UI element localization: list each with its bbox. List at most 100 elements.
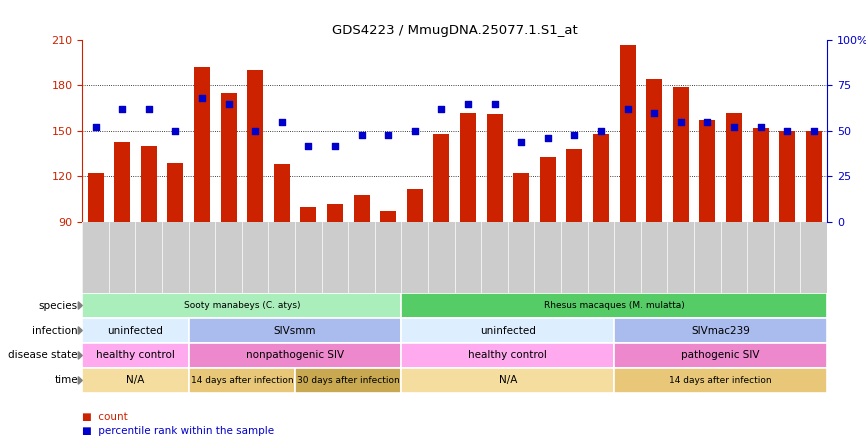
Point: [354, 131, 368, 138]
Text: 30 days after infection: 30 days after infection: [297, 376, 399, 385]
Text: ■  count: ■ count: [82, 412, 128, 422]
Text: 14 days after infection: 14 days after infection: [669, 376, 772, 385]
Bar: [694, 222, 721, 293]
Bar: [455, 222, 481, 293]
FancyBboxPatch shape: [614, 318, 827, 343]
Polygon shape: [78, 302, 82, 309]
Point: [647, 109, 661, 116]
FancyBboxPatch shape: [82, 368, 189, 393]
FancyBboxPatch shape: [295, 368, 402, 393]
Bar: [460, 113, 476, 222]
Text: N/A: N/A: [126, 376, 145, 385]
Bar: [534, 222, 561, 293]
Point: [168, 127, 182, 135]
Bar: [167, 163, 184, 222]
Text: healthy control: healthy control: [469, 350, 547, 361]
Bar: [753, 128, 768, 222]
Point: [88, 124, 102, 131]
Point: [461, 100, 475, 107]
Bar: [433, 134, 449, 222]
Text: uninfected: uninfected: [107, 325, 164, 336]
Point: [621, 106, 635, 113]
Text: nonpathogenic SIV: nonpathogenic SIV: [246, 350, 344, 361]
Bar: [673, 87, 688, 222]
Text: ■  percentile rank within the sample: ■ percentile rank within the sample: [82, 426, 275, 436]
Point: [567, 131, 581, 138]
Bar: [726, 113, 742, 222]
Text: healthy control: healthy control: [96, 350, 175, 361]
Bar: [189, 222, 216, 293]
Bar: [481, 222, 507, 293]
Bar: [805, 131, 822, 222]
Point: [435, 106, 449, 113]
Bar: [668, 222, 694, 293]
Bar: [194, 67, 210, 222]
Bar: [321, 222, 348, 293]
Bar: [141, 146, 157, 222]
FancyBboxPatch shape: [614, 343, 827, 368]
Bar: [540, 157, 556, 222]
Bar: [353, 195, 370, 222]
Bar: [646, 79, 662, 222]
Polygon shape: [78, 352, 82, 359]
Point: [488, 100, 501, 107]
Bar: [348, 222, 375, 293]
Bar: [268, 222, 295, 293]
FancyBboxPatch shape: [82, 293, 402, 318]
FancyBboxPatch shape: [82, 318, 189, 343]
Text: Sooty manabeys (C. atys): Sooty manabeys (C. atys): [184, 301, 301, 310]
Text: infection: infection: [32, 325, 78, 336]
Bar: [135, 222, 162, 293]
Bar: [295, 222, 321, 293]
Point: [275, 119, 288, 126]
Point: [249, 127, 262, 135]
Bar: [774, 222, 800, 293]
Text: SIVmac239: SIVmac239: [691, 325, 750, 336]
Bar: [487, 114, 502, 222]
Text: SIVsmm: SIVsmm: [274, 325, 316, 336]
Point: [381, 131, 395, 138]
Bar: [593, 134, 609, 222]
Bar: [721, 222, 747, 293]
Bar: [247, 70, 263, 222]
FancyBboxPatch shape: [402, 293, 827, 318]
Text: time: time: [55, 376, 78, 385]
Point: [753, 124, 767, 131]
Bar: [216, 222, 242, 293]
Bar: [114, 142, 130, 222]
Bar: [87, 174, 104, 222]
Bar: [566, 149, 582, 222]
Text: pathogenic SIV: pathogenic SIV: [682, 350, 759, 361]
Point: [701, 119, 714, 126]
Bar: [428, 222, 455, 293]
FancyBboxPatch shape: [402, 318, 614, 343]
Polygon shape: [78, 327, 82, 334]
FancyBboxPatch shape: [402, 368, 614, 393]
Point: [594, 127, 608, 135]
Bar: [274, 164, 290, 222]
Bar: [402, 222, 428, 293]
Bar: [162, 222, 189, 293]
Point: [807, 127, 821, 135]
Bar: [301, 207, 316, 222]
Bar: [800, 222, 827, 293]
Point: [408, 127, 422, 135]
FancyBboxPatch shape: [614, 368, 827, 393]
Bar: [561, 222, 588, 293]
Point: [328, 142, 342, 149]
Bar: [407, 189, 423, 222]
Text: uninfected: uninfected: [480, 325, 536, 336]
Point: [727, 124, 740, 131]
Text: disease state: disease state: [9, 350, 78, 361]
Point: [222, 100, 236, 107]
FancyBboxPatch shape: [189, 318, 402, 343]
FancyBboxPatch shape: [82, 343, 189, 368]
Bar: [109, 222, 135, 293]
FancyBboxPatch shape: [189, 368, 295, 393]
Bar: [514, 174, 529, 222]
Point: [514, 139, 528, 146]
Bar: [380, 211, 396, 222]
Point: [540, 135, 554, 142]
Bar: [619, 44, 636, 222]
Polygon shape: [78, 377, 82, 384]
